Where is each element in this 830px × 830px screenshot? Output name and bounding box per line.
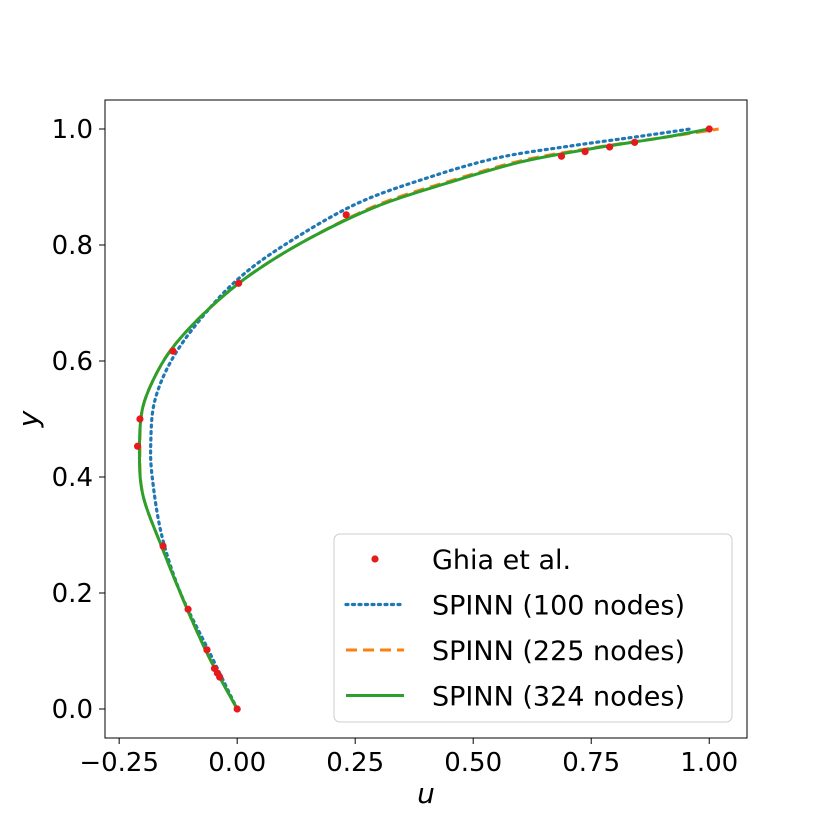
y-tick-label: 0.0 <box>52 695 93 725</box>
data-point <box>606 143 614 151</box>
data-point <box>133 442 142 450</box>
x-tick-label: 1.00 <box>680 748 738 778</box>
data-point <box>203 646 211 654</box>
data-point <box>184 605 192 613</box>
y-tick-label: 1.0 <box>52 115 93 145</box>
legend-label: Ghia et al. <box>432 545 571 576</box>
legend-marker <box>371 555 379 563</box>
x-ticks: −0.25 0.00 0.25 0.50 0.75 1.00 <box>79 738 738 778</box>
plot-markers <box>133 125 713 713</box>
data-point <box>631 138 639 146</box>
x-tick-label: 0.00 <box>208 748 266 778</box>
y-tick-label: 0.4 <box>52 463 93 493</box>
y-axis-label: y <box>12 410 45 428</box>
data-point <box>705 125 713 133</box>
data-point <box>210 664 219 673</box>
x-tick-label: 0.25 <box>326 748 384 778</box>
data-point <box>169 347 177 355</box>
y-tick-label: 0.6 <box>52 347 93 377</box>
legend-label: SPINN (100 nodes) <box>432 591 685 622</box>
data-point <box>159 542 167 550</box>
legend-label: SPINN (225 nodes) <box>432 636 685 667</box>
legend: Ghia et al. SPINN (100 nodes) SPINN (225 n… <box>333 533 733 723</box>
data-point <box>136 415 144 423</box>
legend-label: SPINN (324 nodes) <box>432 682 685 713</box>
data-point <box>581 148 589 156</box>
data-point <box>234 279 243 287</box>
data-point <box>557 152 566 160</box>
x-tick-label: 0.75 <box>562 748 620 778</box>
x-tick-label: 0.50 <box>444 748 502 778</box>
data-point <box>342 211 350 219</box>
y-tick-label: 0.2 <box>52 579 93 609</box>
legend-box <box>333 533 733 723</box>
x-axis-label: u <box>417 777 435 810</box>
x-tick-label: −0.25 <box>79 748 159 778</box>
plot-frame <box>104 99 748 739</box>
y-tick-label: 0.8 <box>52 231 93 261</box>
y-ticks: 0.0 0.2 0.4 0.6 0.8 1.0 <box>52 115 105 725</box>
data-point <box>233 705 241 713</box>
